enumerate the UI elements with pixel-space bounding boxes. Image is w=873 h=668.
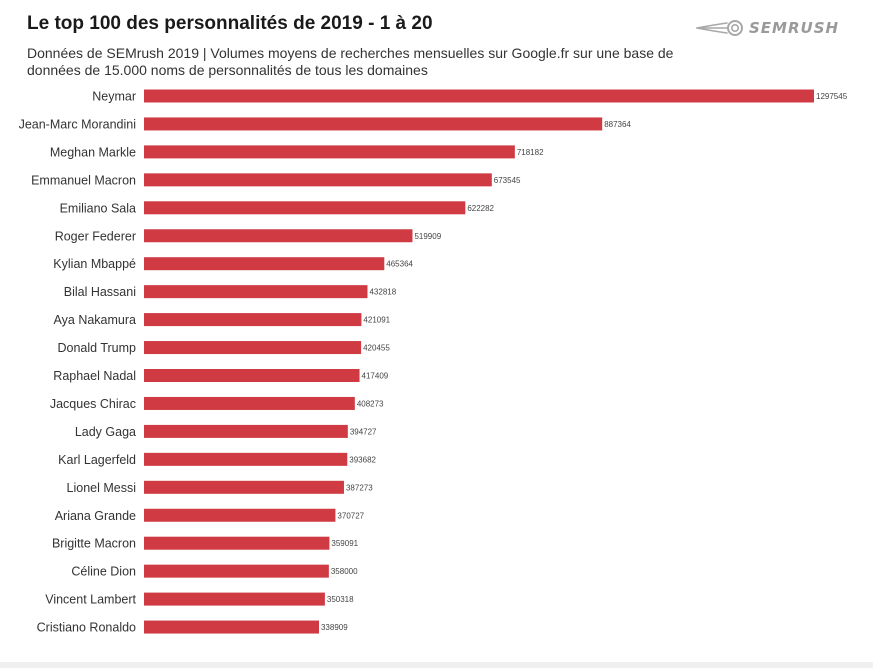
category-label: Emmanuel Macron [31, 173, 136, 187]
bar [144, 452, 348, 466]
value-label: 465364 [386, 260, 413, 269]
footer-divider [0, 662, 873, 668]
value-label: 519909 [414, 232, 441, 241]
category-label: Jean-Marc Morandini [19, 117, 136, 131]
value-label: 393682 [349, 455, 376, 464]
bar [144, 592, 325, 606]
bar-chart: Neymar 1297545 Jean-Marc Morandini 887364 Me… [19, 89, 848, 635]
category-label: Raphael Nadal [53, 369, 136, 383]
bar [144, 508, 336, 522]
value-label: 420455 [363, 344, 390, 353]
value-label: 338909 [321, 623, 348, 632]
bar [144, 396, 355, 410]
value-label: 394727 [350, 427, 377, 436]
category-label: Emiliano Sala [60, 201, 136, 215]
value-label: 387273 [346, 483, 373, 492]
value-label: 432818 [369, 288, 396, 297]
value-label: 622282 [467, 204, 494, 213]
category-label: Roger Federer [55, 229, 136, 243]
value-label: 421091 [363, 316, 390, 325]
brand-name: SEMRUSH [749, 19, 840, 37]
value-label: 887364 [604, 120, 631, 129]
value-label: 358000 [331, 567, 358, 576]
bar [144, 313, 362, 327]
bar [144, 341, 362, 355]
category-label: Lionel Messi [67, 481, 136, 495]
semrush-fireball-icon [696, 20, 743, 36]
value-label: 408273 [357, 399, 384, 408]
value-label: 673545 [494, 176, 521, 185]
bar [144, 145, 515, 159]
chart-subtitle: Données de SEMrush 2019 | Volumes moyens… [27, 45, 674, 78]
bar [144, 424, 348, 438]
category-label: Cristiano Ronaldo [37, 621, 136, 635]
category-label: Ariana Grande [55, 509, 136, 523]
category-label: Brigitte Macron [52, 537, 136, 551]
value-label: 359091 [331, 539, 358, 548]
category-label: Karl Lagerfeld [58, 453, 136, 467]
category-label: Kylian Mbappé [53, 257, 136, 271]
category-label: Vincent Lambert [45, 593, 136, 607]
category-label: Neymar [92, 90, 136, 104]
bar [144, 536, 330, 550]
value-label: 718182 [517, 148, 544, 157]
bar [144, 201, 466, 215]
bar [144, 229, 413, 243]
bar [144, 89, 814, 103]
value-label: 1297545 [816, 92, 848, 101]
chart-title: Le top 100 des personnalités de 2019 - 1… [27, 13, 433, 34]
brand-logo: SEMRUSH [695, 17, 839, 39]
value-label: 350318 [327, 595, 354, 604]
bar [144, 285, 368, 299]
category-label: Donald Trump [57, 341, 136, 355]
value-label: 370727 [337, 511, 364, 520]
category-label: Meghan Markle [50, 145, 136, 159]
category-label: Lady Gaga [75, 425, 136, 439]
category-label: Jacques Chirac [50, 397, 136, 411]
value-label: 417409 [362, 372, 389, 381]
bar [144, 369, 360, 382]
category-label: Bilal Hassani [64, 285, 136, 299]
bar [144, 564, 329, 578]
bar [144, 117, 603, 131]
bar [144, 257, 385, 271]
bar [144, 480, 344, 494]
category-label: Céline Dion [71, 565, 136, 579]
bar [144, 620, 319, 634]
category-label: Aya Nakamura [54, 313, 136, 327]
bar [144, 173, 492, 187]
